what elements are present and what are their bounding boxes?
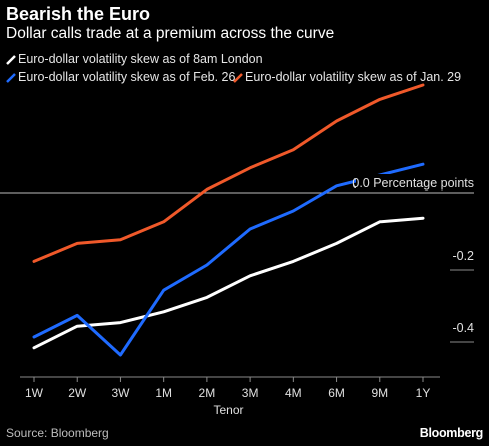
legend-label: Euro-dollar volatility skew as of Feb. 2… [18, 70, 236, 84]
x-tick-label: 2W [68, 386, 87, 400]
legend-swatch-blue [6, 73, 16, 83]
bloomberg-logo: Bloomberg [419, 426, 484, 440]
x-tick-label: 4M [285, 386, 302, 400]
x-tick-label: 1Y [416, 386, 431, 400]
zero-line-label: 0.0 Percentage points [352, 176, 474, 190]
x-axis-title: Tenor [213, 403, 243, 417]
series-line-8am-london [32, 216, 425, 350]
x-tick-label: 9M [371, 386, 388, 400]
chart-subtitle: Dollar calls trade at a premium across t… [6, 25, 335, 42]
legend-label: Euro-dollar volatility skew as of 8am Lo… [18, 52, 263, 66]
legend-swatch-white [6, 55, 16, 65]
chart-title: Bearish the Euro [6, 4, 151, 24]
y-tick-label: -0.4 [452, 321, 474, 335]
x-tick-label: 1W [25, 386, 44, 400]
y-tick-label: -0.2 [452, 249, 474, 263]
x-tick-label: 1M [155, 386, 172, 400]
legend-label: Euro-dollar volatility skew as of Jan. 2… [245, 70, 462, 84]
zero-label-background [356, 174, 474, 190]
source-note: Source: Bloomberg [6, 426, 109, 440]
x-tick-label: 6M [328, 386, 345, 400]
x-tick-label: 3W [111, 386, 130, 400]
x-tick-label: 3M [242, 386, 259, 400]
x-tick-label: 2M [199, 386, 216, 400]
legend-swatch-orange [233, 73, 243, 83]
series-line-jan-29 [32, 83, 425, 263]
